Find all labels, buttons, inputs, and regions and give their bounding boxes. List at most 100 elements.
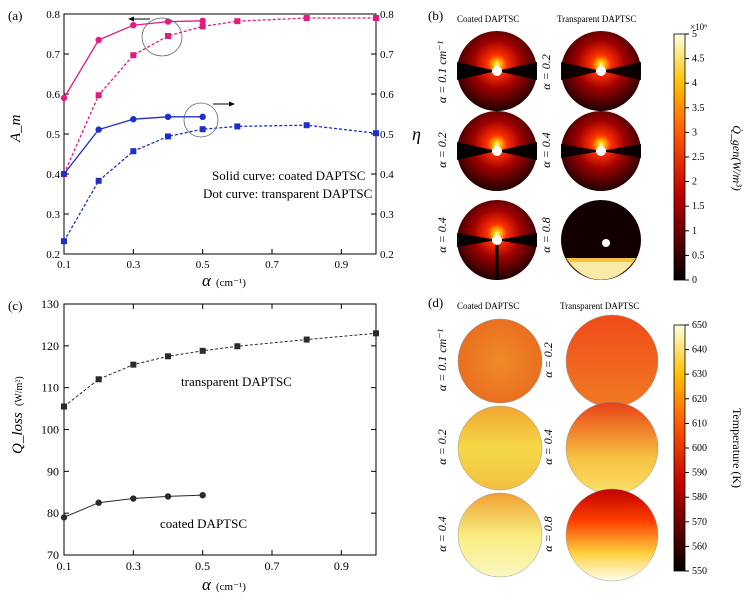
panel-c-xlabel: α bbox=[202, 575, 212, 594]
panel-a-ytick-left-label: 0.8 bbox=[46, 9, 60, 21]
panel-d-colorbar-tick-label: 640 bbox=[692, 345, 707, 356]
panel-b-rowlabel-right-3: α = 0.8 bbox=[539, 217, 553, 252]
panel-d-rowlabel-right-1: α = 0.2 bbox=[541, 342, 555, 377]
panel-d-disc-trans-1 bbox=[565, 314, 659, 408]
panel-b-colorbar-multiplier: ×10⁶ bbox=[690, 22, 707, 32]
panel-a-arrowhead-bottom bbox=[229, 101, 235, 107]
panel-a-ytick-right-label: 0.7 bbox=[380, 49, 394, 61]
panel-a-series-line-1 bbox=[63, 17, 376, 175]
panel-d-colorbar-tick-label: 580 bbox=[692, 492, 707, 503]
panel-a-xtick-label: 0.1 bbox=[57, 259, 71, 271]
panel-a-xtick-label: 0.9 bbox=[334, 259, 348, 271]
panel-a-point-1 bbox=[234, 18, 241, 25]
panel-d-col-title-transparent: Transparent DAPTSC bbox=[560, 301, 639, 311]
panel-d-disc-coated-3 bbox=[457, 492, 543, 578]
panel-d-rowlabel-left-3: α = 0.4 bbox=[435, 516, 449, 551]
panel-a-point-1 bbox=[95, 92, 102, 99]
panel-b-colorbar-tick-label: 0 bbox=[692, 275, 697, 286]
panel-a-point-2 bbox=[130, 116, 137, 123]
panel-a-point-1 bbox=[373, 15, 379, 21]
panel-d-rowlabel-right-2: α = 0.4 bbox=[541, 429, 555, 464]
panel-a-label: (a) bbox=[8, 8, 22, 23]
panel-d: (d) Coated DAPTSC Transparent DAPTSC α =… bbox=[428, 295, 744, 582]
panel-b-colorbar-tick-label: 4 bbox=[692, 78, 697, 89]
panel-d-disc-trans-2 bbox=[565, 401, 659, 495]
panel-d-colorbar-label: Temperature (K) bbox=[730, 408, 744, 488]
panel-c-point-0 bbox=[130, 361, 137, 368]
panel-a-point-3 bbox=[130, 148, 137, 155]
panel-a-point-2 bbox=[199, 113, 206, 121]
panel-b-colorbar-tick-label: 4.5 bbox=[692, 54, 705, 65]
panel-a-point-1 bbox=[165, 33, 171, 39]
panel-c-xtick-label: 0.5 bbox=[195, 559, 210, 573]
panel-d-disc-coated-2 bbox=[457, 405, 543, 491]
panel-b-colorbar-tick-label: 5 bbox=[692, 29, 697, 40]
panel-a-point-0 bbox=[164, 18, 172, 25]
panel-a-point-2 bbox=[95, 126, 102, 133]
panel-a-point-3 bbox=[373, 130, 379, 137]
panel-a-ticks: 0.1 0.3 0.5 0.7 0.9 0.2 0.3 0.4 0.5 0.6 0.7 0.8 0.2 0… bbox=[46, 9, 394, 271]
panel-c-point-0 bbox=[95, 376, 102, 383]
panel-d-col-title-coated: Coated DAPTSC bbox=[457, 301, 519, 311]
panel-c-series-label-transparent: transparent DAPTSC bbox=[181, 374, 292, 389]
panel-a-ytick-right-label: 0.5 bbox=[380, 129, 394, 141]
panel-a-ytick-left-label: 0.7 bbox=[46, 49, 60, 61]
panel-b-label: (b) bbox=[428, 8, 443, 23]
panel-c-point-1 bbox=[95, 499, 102, 506]
panel-b-rowlabel-right-2: α = 0.4 bbox=[539, 132, 553, 167]
panel-c-point-0 bbox=[234, 343, 241, 350]
panel-d-colorbar-tick-label: 620 bbox=[692, 394, 707, 405]
panel-c-label: (c) bbox=[8, 298, 22, 313]
panel-d-label: (d) bbox=[428, 295, 443, 310]
panel-a-note-solid: Solid curve: coated DAPTSC bbox=[212, 168, 365, 183]
panel-b-colorbar-tick-label: 3 bbox=[692, 127, 697, 138]
panel-c-point-0 bbox=[373, 330, 379, 337]
panel-b-col-title-coated: Coated DAPTSC bbox=[457, 14, 519, 24]
panel-a-arrowhead-top bbox=[128, 16, 134, 22]
panel-d-rowlabel-left-2: α = 0.2 bbox=[435, 429, 449, 464]
panel-c-point-1 bbox=[164, 493, 172, 500]
panel-a-circle-bottom bbox=[183, 102, 219, 138]
panel-a-point-1 bbox=[303, 15, 310, 21]
panel-d-colorbar-tick-label: 630 bbox=[692, 369, 707, 380]
panel-b-disc-coated-3 bbox=[457, 200, 537, 280]
panel-d-colorbar-tick-label: 550 bbox=[692, 566, 707, 577]
panel-c-point-1 bbox=[130, 495, 137, 502]
panel-a: (a) 0.1 0.3 0.5 0.7 0.9 0.2 0.3 0.4 0.5 0.6 0.7 0.8… bbox=[8, 8, 421, 290]
panel-a-point-2 bbox=[60, 170, 68, 178]
panel-c-point-1 bbox=[60, 514, 68, 521]
panel-a-point-0 bbox=[199, 17, 206, 24]
panel-a-xtick-label: 0.3 bbox=[126, 259, 140, 271]
panel-d-colorbar bbox=[673, 324, 686, 572]
panel-a-point-3 bbox=[165, 133, 171, 140]
panel-c-point-0 bbox=[165, 353, 171, 360]
panel-d-colorbar-tick-label: 610 bbox=[692, 418, 707, 429]
panel-c-ticks: 0.1 0.3 0.5 0.7 0.9 70 80 90 100 110 120 130 bbox=[41, 297, 376, 573]
panel-b-colorbar-tick-label: 2.5 bbox=[692, 152, 705, 163]
panel-c-ytick-label: 120 bbox=[41, 339, 59, 353]
panel-a-ytick-right-label: 0.4 bbox=[380, 169, 394, 181]
panel-b-colorbar-label: Q̇_gen(W/m³) bbox=[730, 125, 744, 191]
panel-c-series-line-0 bbox=[63, 332, 377, 407]
panel-a-point-0 bbox=[130, 22, 137, 29]
panel-a-xlabel-unit: (cm⁻¹) bbox=[216, 277, 246, 289]
panel-a-circle-top bbox=[141, 17, 183, 57]
panel-d-colorbar-tick-label: 600 bbox=[692, 443, 707, 454]
panel-a-point-0 bbox=[60, 94, 68, 102]
panel-b-colorbar-tick-label: 1.5 bbox=[692, 201, 705, 212]
panel-a-xtick-label: 0.7 bbox=[265, 259, 279, 271]
panel-b-disc-trans-1 bbox=[561, 31, 641, 111]
panel-a-frame bbox=[63, 13, 377, 255]
panel-b-colorbar-tick-label: 2 bbox=[692, 177, 697, 188]
panel-d-colorbar-tick-label: 560 bbox=[692, 541, 707, 552]
panel-b-rowlabel-right-1: α = 0.2 bbox=[539, 54, 553, 89]
panel-a-point-1 bbox=[199, 23, 206, 30]
panel-b-rowlabel-left-2: α = 0.2 bbox=[435, 132, 449, 167]
panel-b-colorbar-tick-label: 0.5 bbox=[692, 250, 705, 261]
panel-a-point-1 bbox=[130, 52, 137, 59]
panel-c-point-0 bbox=[199, 347, 206, 354]
panel-a-ytick-left-label: 0.2 bbox=[46, 249, 60, 261]
panel-b-disc-coated-2 bbox=[457, 111, 537, 191]
panel-b: (b) Coated DAPTSC Transparent DAPTSC α =… bbox=[428, 8, 744, 286]
panel-a-point-3 bbox=[95, 177, 102, 184]
